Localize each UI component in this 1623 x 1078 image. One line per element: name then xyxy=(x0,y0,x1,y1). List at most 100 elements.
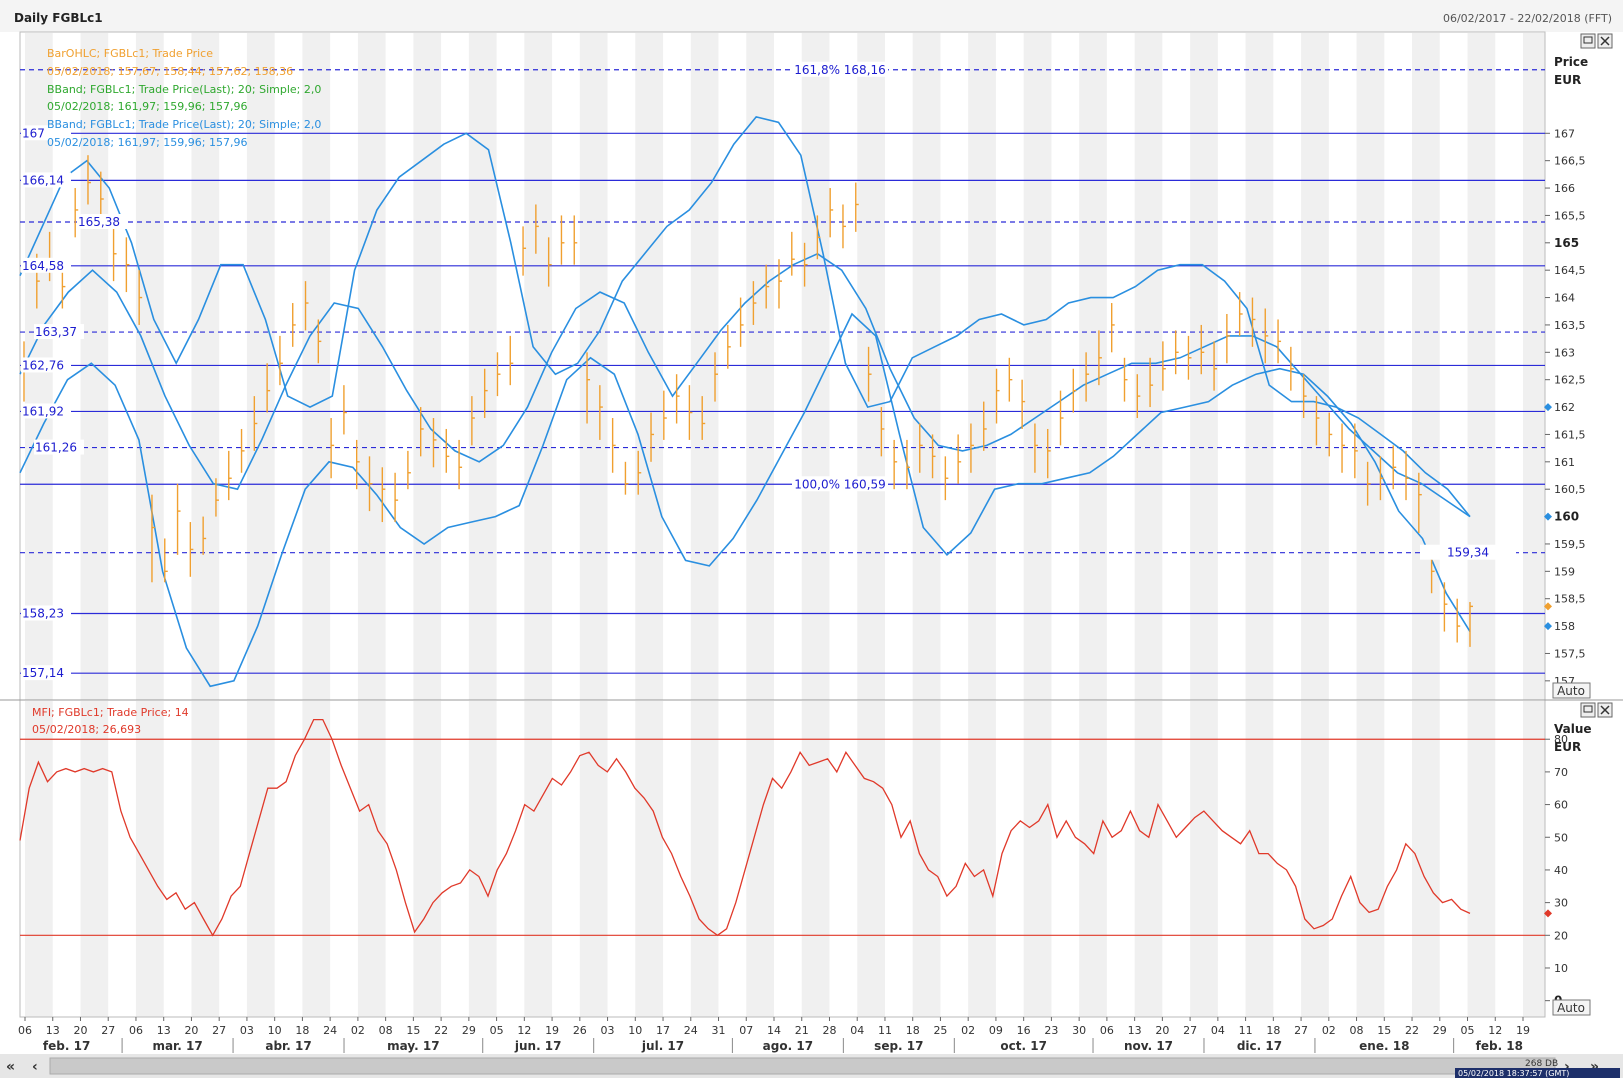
level-label-bg xyxy=(34,439,84,455)
time-tick-label: 14 xyxy=(767,1024,781,1037)
level-label-bg xyxy=(21,605,71,621)
time-tick-label: 21 xyxy=(795,1024,809,1037)
level-label-bg xyxy=(21,357,71,373)
time-tick-label: 03 xyxy=(240,1024,254,1037)
level-label-bg xyxy=(77,213,127,229)
price-tick-label: 163,5 xyxy=(1554,319,1586,332)
time-tick-label: 20 xyxy=(184,1024,198,1037)
price-marker-icon xyxy=(1544,622,1552,631)
mfi-auto-label: Auto xyxy=(1557,1001,1585,1015)
time-month-label: jun. 17 xyxy=(514,1039,562,1053)
scroll-last-icon[interactable]: » xyxy=(1590,1059,1599,1075)
week-stripe xyxy=(1079,701,1107,1017)
mfi-tick-label: 70 xyxy=(1554,766,1568,779)
week-stripe xyxy=(468,33,497,700)
time-tick-label: 08 xyxy=(379,1024,393,1037)
mfi-panel-close-button[interactable] xyxy=(1597,702,1613,718)
week-stripe xyxy=(1523,33,1545,700)
price-tick-label: 160 xyxy=(1554,510,1579,524)
bband-upper-line xyxy=(19,116,1471,518)
week-stripe xyxy=(801,701,830,1017)
price-marker-icon xyxy=(1544,602,1552,611)
level-label-bg xyxy=(21,172,71,188)
time-tick-label: 19 xyxy=(545,1024,559,1037)
time-tick-label: 22 xyxy=(434,1024,448,1037)
week-stripe xyxy=(1412,701,1440,1017)
price-marker-icon xyxy=(1544,512,1552,521)
scroll-next-icon[interactable]: › xyxy=(1564,1059,1570,1075)
time-tick-label: 05 xyxy=(490,1024,504,1037)
level-label: 166,14 xyxy=(22,173,64,187)
title-bar xyxy=(0,0,1623,32)
mfi-tick-label: 10 xyxy=(1554,962,1568,975)
time-tick-label: 26 xyxy=(573,1024,587,1037)
price-tick-label: 163 xyxy=(1554,346,1575,359)
week-stripes-mfi xyxy=(25,701,1545,1017)
mfi-auto-button[interactable]: Auto xyxy=(1552,999,1591,1016)
time-month-label: sep. 17 xyxy=(874,1039,923,1053)
time-tick-label: 18 xyxy=(906,1024,920,1037)
week-stripe xyxy=(801,33,830,700)
week-stripe xyxy=(635,701,664,1017)
mfi-tick-label: 30 xyxy=(1554,897,1568,910)
week-stripe xyxy=(191,701,220,1017)
week-stripe xyxy=(746,701,774,1017)
time-tick-label: 17 xyxy=(656,1024,670,1037)
price-levels xyxy=(20,69,1545,674)
price-tick-label: 164,5 xyxy=(1554,264,1586,277)
time-tick-label: 16 xyxy=(1017,1024,1031,1037)
price-tick-label: 159,5 xyxy=(1554,538,1586,551)
price-auto-button[interactable]: Auto xyxy=(1552,682,1591,699)
time-tick-label: 04 xyxy=(1211,1024,1225,1037)
price-tick-label: 162 xyxy=(1554,401,1575,414)
week-stripe xyxy=(1523,701,1545,1017)
price-tick-label: 167 xyxy=(1554,127,1575,140)
time-month-label: ago. 17 xyxy=(763,1039,813,1053)
week-stripe xyxy=(1134,701,1163,1017)
legend-mfi-line2: 05/02/2018; 26,693 xyxy=(32,723,141,736)
time-month-label: feb. 17 xyxy=(43,1039,90,1053)
level-label-bg xyxy=(34,324,84,340)
price-marker-icon xyxy=(1544,403,1552,412)
price-tick-label: 165 xyxy=(1554,236,1579,250)
scroll-prev-icon[interactable]: ‹ xyxy=(32,1059,38,1075)
level-label-bg xyxy=(21,125,71,141)
level-label: 163,37 xyxy=(35,325,77,339)
time-tick-label: 25 xyxy=(933,1024,947,1037)
time-month-label: mar. 17 xyxy=(152,1039,202,1053)
week-stripe xyxy=(25,701,53,1017)
time-tick-label: 30 xyxy=(1072,1024,1086,1037)
week-stripe xyxy=(1079,33,1107,700)
time-tick-label: 20 xyxy=(73,1024,87,1037)
time-tick-label: 24 xyxy=(684,1024,698,1037)
mfi-axis-title: Value xyxy=(1554,722,1592,736)
ohlc-bars xyxy=(23,155,1473,647)
week-stripe xyxy=(246,701,275,1017)
price-panel-maximize-button[interactable] xyxy=(1580,33,1596,49)
week-stripe xyxy=(1356,33,1385,700)
week-stripe xyxy=(135,33,164,700)
scroll-first-icon[interactable]: « xyxy=(6,1059,15,1075)
week-stripe xyxy=(635,33,664,700)
level-label: 162,76 xyxy=(22,358,64,372)
price-tick-label: 159 xyxy=(1554,565,1575,578)
legend-mfi-line1: MFI; FGBLc1; Trade Price; 14 xyxy=(32,706,189,719)
time-tick-label: 13 xyxy=(46,1024,60,1037)
mfi-tick-label: 20 xyxy=(1554,929,1568,942)
time-tick-label: 22 xyxy=(1405,1024,1419,1037)
time-tick-label: 12 xyxy=(1488,1024,1502,1037)
time-tick-label: 02 xyxy=(351,1024,365,1037)
legend-ohlc-line2: 05/02/2018; 157,67; 158,44; 157,62; 158,… xyxy=(47,65,293,78)
price-tick-label: 166 xyxy=(1554,182,1575,195)
scrollbar-thumb[interactable] xyxy=(49,1057,1556,1075)
week-stripe xyxy=(912,701,941,1017)
time-tick-label: 15 xyxy=(406,1024,420,1037)
time-tick-label: 13 xyxy=(157,1024,171,1037)
time-tick-label: 23 xyxy=(1044,1024,1058,1037)
price-tick-label: 161 xyxy=(1554,456,1575,469)
time-tick-label: 31 xyxy=(712,1024,726,1037)
time-month-label: may. 17 xyxy=(387,1039,439,1053)
mfi-panel-maximize-button[interactable] xyxy=(1580,702,1596,718)
price-panel-close-button[interactable] xyxy=(1597,33,1613,49)
